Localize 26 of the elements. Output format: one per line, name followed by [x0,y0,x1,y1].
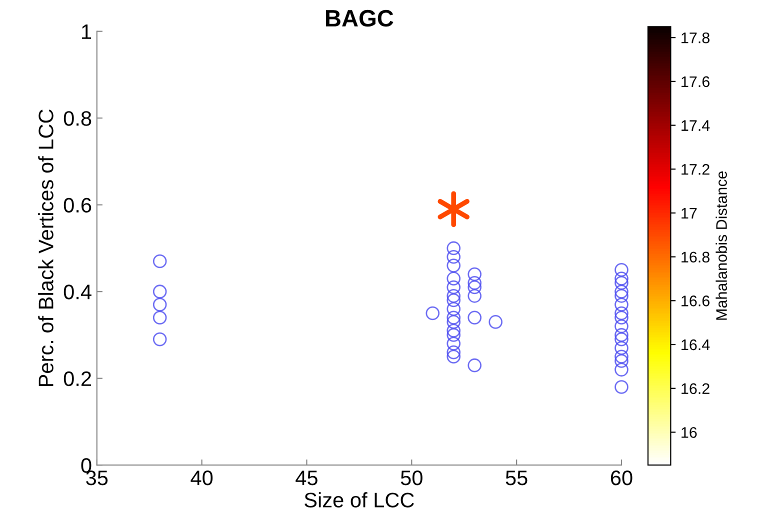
color-bar-label: 17 [682,208,697,219]
color-bar-label: 16.8 [682,252,710,263]
color-bar-label: 17.2 [682,164,710,175]
color-bar-label: 17.4 [682,120,710,131]
color-bar-label: 16.6 [682,296,710,306]
x-tick-label: 45 [296,470,318,486]
y-tick-label: 1 [82,24,92,39]
x-tick-label: 55 [506,470,528,486]
y-tick-label: 0 [81,458,92,473]
x-tick-label: 35 [86,470,108,486]
y-tick-label: 0.8 [64,111,92,126]
color-bar-label: 16.4 [682,339,710,350]
color-bar-title: Mahalanobis Distance [716,171,727,320]
chart-title: BAGC [326,10,394,27]
y-tick-label: 0.2 [64,371,91,386]
color-bar-label: 16 [682,427,697,438]
color-bar-label: 17.8 [682,32,710,44]
color-bar-label: 17.6 [682,76,710,88]
x-axis-title: Size of LCC [304,492,414,508]
x-tick-label: 60 [610,470,632,486]
y-tick-label: 0.4 [64,284,92,300]
x-tick-label: 40 [190,470,213,486]
y-axis-title: Perc. of Black Vertices of LCC [38,109,54,386]
color-bar-label: 16.2 [682,383,710,394]
x-tick-label: 50 [400,470,422,486]
y-tick-label: 0.6 [64,198,92,213]
